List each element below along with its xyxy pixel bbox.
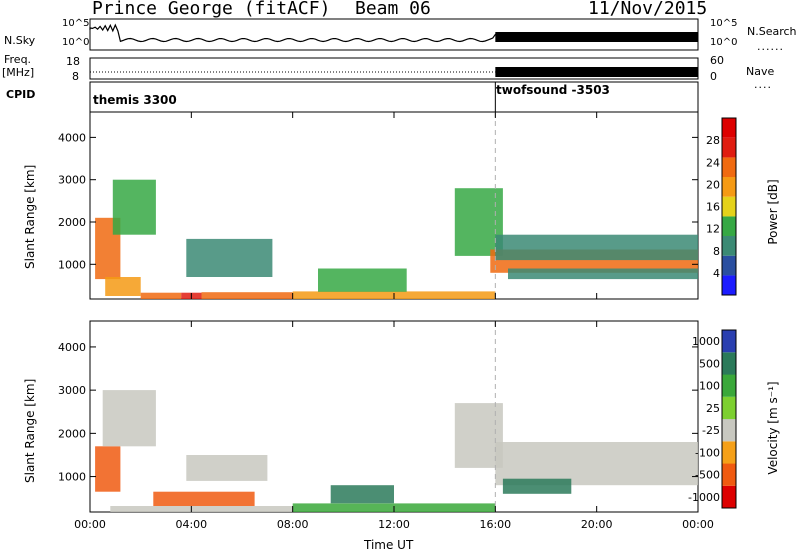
velocity-colorbar-tick: -100 [695,446,720,459]
power-band-1 [112,179,156,235]
nsearch-legend-dots: ...... [757,40,784,53]
nave-tick-bottom: 0 [710,70,717,83]
power-colorbar-segment [722,177,736,197]
date-title: 11/Nov/2015 [588,0,708,19]
xtick-label: 00:00 [74,518,106,531]
velocity-colorbar-segment [722,330,736,353]
xtick-label: 04:00 [175,518,207,531]
velocity-ytick-label: 2000 [58,427,86,440]
velocity-colorbar-tick: 100 [699,380,720,393]
power-band-6 [186,238,273,277]
velocity-band-2 [110,506,293,512]
power-colorbar-segment [722,216,736,236]
velocity-colorbar-segment [722,441,736,464]
nave-legend-dots: .... [754,78,772,91]
velocity-colorbar-tick: -1000 [688,491,720,504]
nsky-label: N.Sky [4,34,36,47]
power-colorbar-segment [722,157,736,177]
velocity-colorbar-segment [722,463,736,486]
velocity-colorbar-segment [722,352,736,375]
power-ytick-label: 2000 [58,216,86,229]
power-band-8 [318,268,407,292]
power-band-12 [508,268,698,280]
velocity-colorbar-tick: -500 [695,469,720,482]
nsky-tick-top: 10^5 [62,18,90,29]
power-colorbar-segment [722,137,736,158]
nsearch-block [495,32,698,42]
nsearch-tick-top: 10^5 [710,18,738,29]
xtick-label: 16:00 [479,518,511,531]
x-axis-title: Time UT [364,538,414,552]
station-title: Prince George (fitACF) [92,0,331,19]
power-band-5 [201,292,293,299]
velocity-ytick-label: 1000 [58,471,86,484]
velocity-colorbar-segment [722,396,736,420]
power-colorbar-segment [722,255,736,276]
power-colorbar-segment [722,196,736,217]
power-band-11 [495,234,698,261]
cpid-mode-1: themis 3300 [93,93,177,107]
velocity-band-6 [330,485,394,504]
power-band-3 [140,292,182,299]
power-colorbar-segment [722,236,736,256]
velocity-ytick-label: 3000 [58,384,86,397]
velocity-colorbar-segment [722,419,736,442]
power-colorbar-tick: 24 [706,156,720,169]
velocity-band-1 [102,390,156,447]
power-colorbar-tick: 20 [706,178,720,191]
power-colorbar [721,117,737,296]
velocity-band-3 [153,491,255,506]
nsearch-label: N.Search [747,25,797,38]
velocity-colorbar-tick: 1000 [692,335,720,348]
power-colorbar-tick: 4 [713,267,720,280]
freq-tick-bottom: 8 [72,70,79,83]
velocity-colorbar-segment [722,485,736,509]
cpid-mode-2: twofsound -3503 [496,83,610,97]
freq-label-line1: Freq. [4,53,32,66]
velocity-colorbar-tick: 25 [706,402,720,415]
freq-tick-top: 18 [66,55,80,68]
xtick-label: 08:00 [277,518,309,531]
power-colorbar-tick: 16 [706,201,720,214]
power-colorbar-segment [722,118,736,138]
velocity-band-8 [495,442,698,486]
power-ytick-label: 4000 [58,131,86,144]
velocity-colorbar-segment [722,374,736,397]
velocity-colorbar-tick: -25 [702,424,720,437]
velocity-ytick-label: 4000 [58,341,86,354]
xtick-label: 20:00 [581,518,613,531]
freq-label-line2: [MHz] [2,66,35,79]
velocity-band-0 [95,446,121,492]
cpid-label: CPID [6,88,36,101]
nsearch-tick-bottom: 10^0 [710,37,738,48]
velocity-band-9 [502,478,572,494]
xtick-label: 12:00 [378,518,410,531]
nave-tick-top: 60 [710,54,724,67]
power-colorbar-tick: 8 [713,245,720,258]
velocity-band-4 [186,455,268,481]
power-colorbar-tick: 12 [706,223,720,236]
power-ytick-label: 1000 [58,258,86,271]
power-ytick-label: 3000 [58,174,86,187]
beam-title: Beam 06 [355,0,431,19]
nave-block [495,67,698,77]
velocity-colorbar [721,329,737,509]
nsky-tick-bottom: 10^0 [62,37,90,48]
power-colorbar-segment [722,275,736,295]
power-colorbar-tick: 28 [706,134,720,147]
velocity-colorbar-tick: 500 [699,357,720,370]
cpid-panel [89,81,699,113]
xtick-label: 00:00 [682,518,714,531]
power-band-2 [105,277,141,296]
nave-label: Nave [746,65,775,78]
